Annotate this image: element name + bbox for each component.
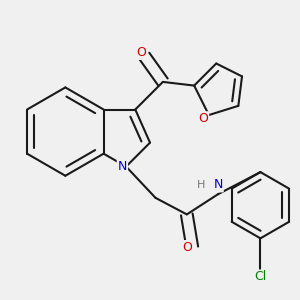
Text: O: O — [198, 112, 208, 125]
Text: N: N — [213, 178, 223, 191]
Text: O: O — [136, 46, 146, 59]
Text: O: O — [182, 241, 192, 254]
Text: N: N — [118, 160, 127, 173]
Text: H: H — [197, 180, 206, 190]
Text: Cl: Cl — [254, 271, 266, 284]
